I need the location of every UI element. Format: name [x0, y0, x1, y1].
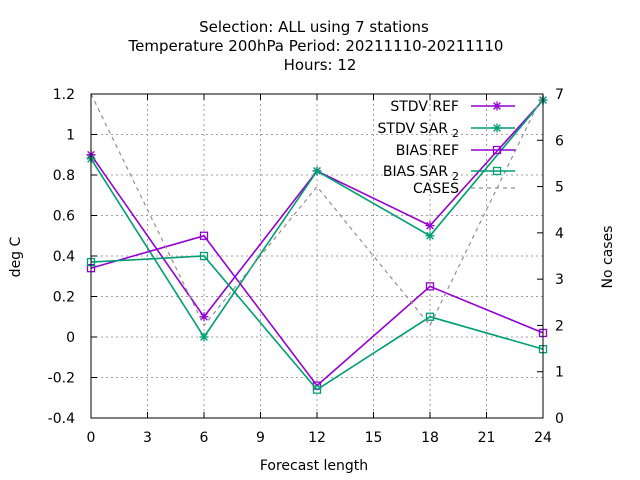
y-tick-label: 1.2	[53, 87, 75, 103]
data-point-bias-ref	[199, 231, 209, 240]
y2-tick-label: 1	[555, 365, 564, 381]
x-tick-label: 21	[478, 430, 496, 446]
tick-labels: 0 3 6 9 12 15 18 21 24-0.4-0.200.20.40.60.811.20…	[48, 87, 564, 446]
legend-entry-stdv-sar-2: STDV SAR 2	[378, 121, 515, 140]
legend-label: STDV REF	[390, 99, 459, 115]
data-point-stdv-ref-stroke	[426, 221, 434, 230]
y-axis-label: deg C	[8, 236, 24, 277]
y-tick-label: 0.4	[53, 249, 75, 265]
title-line-2: Temperature 200hPa Period: 20211110-2021…	[128, 37, 504, 55]
y-tick-label: 0.6	[53, 209, 75, 225]
y-tick-label: 1	[66, 128, 75, 144]
x-tick-label: 0	[87, 430, 96, 446]
legend-marker	[492, 166, 502, 176]
legend-label: BIAS SAR 2	[383, 164, 459, 183]
x-tick-label: 3	[143, 430, 152, 446]
y2-tick-label: 5	[555, 180, 564, 196]
x-axis-label: Forecast length	[260, 458, 368, 474]
legend-marker	[492, 101, 502, 111]
y2-tick-label: 3	[555, 272, 564, 288]
plot-frame	[90, 93, 544, 419]
title-line-3: Hours: 12	[284, 56, 357, 74]
legend-entry-bias-sar-2: BIAS SAR 2	[383, 164, 515, 183]
data-point-stdv-sar-2-stroke	[426, 231, 434, 240]
data-point-stdv-sar-2	[425, 231, 435, 241]
y2-tick-label: 6	[555, 133, 564, 149]
legend-marker-stroke	[493, 124, 501, 132]
legend-marker	[492, 123, 502, 133]
legend-entry-stdv-ref: STDV REF	[390, 99, 515, 115]
legend-label: STDV SAR 2	[378, 121, 459, 140]
y-tick-label: -0.2	[48, 371, 75, 387]
y2-tick-label: 7	[555, 87, 564, 103]
data-point-stdv-ref	[425, 221, 435, 231]
y2-axis-label: No cases	[600, 226, 616, 289]
data-point-stdv-ref	[199, 312, 209, 322]
series-layer	[86, 93, 548, 394]
x-tick-label: 18	[421, 430, 439, 446]
x-tick-label: 9	[256, 430, 265, 446]
series-bias-sar-2	[86, 251, 548, 394]
y-tick-label: 0.8	[53, 168, 75, 184]
y-tick-label: -0.4	[48, 411, 75, 427]
legend-label: CASES	[413, 181, 459, 197]
grid	[91, 94, 543, 418]
data-point-stdv-sar-2-stroke	[313, 167, 321, 175]
chart-title: Selection: ALL using 7 stations Temperat…	[128, 18, 504, 74]
data-point-stdv-ref-stroke	[200, 312, 208, 321]
data-point-stdv-sar-2	[199, 332, 209, 342]
series-cases	[90, 93, 544, 327]
data-point-stdv-sar-2	[312, 166, 322, 176]
y-tick-label: 0.2	[53, 290, 75, 306]
x-tick-label: 15	[365, 430, 383, 446]
data-point-bias-sar-2	[425, 312, 435, 321]
title-line-1: Selection: ALL using 7 stations	[199, 18, 429, 36]
legend-marker-stroke	[493, 102, 501, 110]
legend-entry-cases: CASES	[413, 181, 515, 197]
legend-label: BIAS REF	[396, 143, 459, 159]
x-tick-label: 24	[534, 430, 552, 446]
data-point-bias-sar-2	[312, 385, 322, 394]
y2-tick-label: 0	[555, 411, 564, 427]
legend-entry-bias-ref: BIAS REF	[396, 143, 515, 159]
series-line-bias-sar-2	[90, 255, 544, 391]
data-point-bias-ref	[425, 282, 435, 291]
data-point-stdv-sar-2-stroke	[200, 333, 208, 341]
y2-tick-label: 2	[555, 318, 564, 334]
y2-tick-label: 4	[555, 226, 564, 242]
legend-marker	[492, 145, 502, 155]
data-point-bias-sar-2	[199, 251, 209, 261]
x-tick-label: 12	[308, 430, 326, 446]
series-line-cases	[90, 93, 544, 327]
y-tick-label: 0	[66, 330, 75, 346]
x-tick-label: 6	[200, 430, 209, 446]
